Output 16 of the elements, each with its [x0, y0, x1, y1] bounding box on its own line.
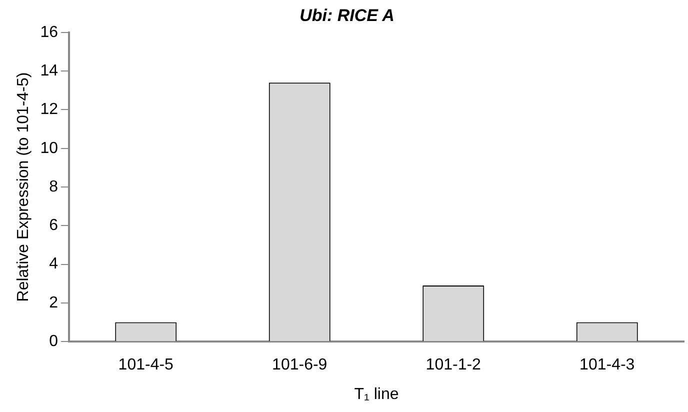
x-tick-label: 101-1-2	[426, 356, 482, 374]
x-tick-label: 101-6-9	[272, 356, 328, 374]
y-tick-label: 2	[49, 294, 58, 312]
x-tick-label: 101-4-5	[118, 356, 174, 374]
y-tick-label: 0	[49, 333, 58, 350]
y-tick-label: 6	[49, 217, 58, 234]
y-tick-label: 8	[49, 178, 58, 196]
y-tick-label: 4	[49, 256, 58, 273]
y-tick-label: 14	[40, 62, 58, 80]
y-tick-label: 10	[40, 140, 58, 157]
y-tick-label: 12	[40, 101, 58, 118]
x-tick-label: 101-4-3	[580, 356, 635, 374]
chart-title: Ubi: RICE A	[300, 6, 394, 25]
x-axis-title: T₁ line	[354, 386, 399, 403]
y-axis-title: Relative Expression (to 101-4-5)	[15, 72, 32, 302]
y-tick-label: 16	[40, 24, 58, 41]
